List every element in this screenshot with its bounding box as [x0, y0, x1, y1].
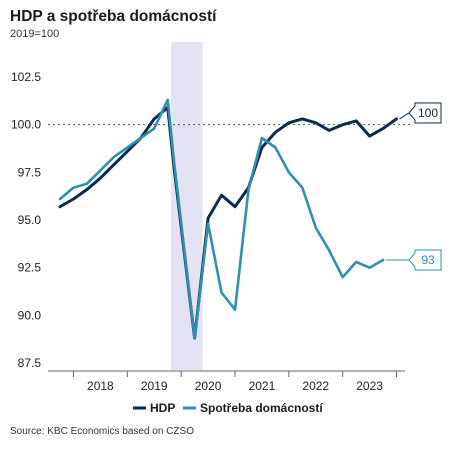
- y-tick-label: 90.0: [18, 308, 42, 322]
- y-tick-label: 92.5: [18, 261, 42, 275]
- end-label-hdp: 100: [418, 106, 438, 120]
- end-label-spotreba: 93: [421, 253, 435, 267]
- x-tick-label: 2018: [87, 379, 114, 393]
- chart-title: HDP a spotřeba domácností: [10, 8, 217, 25]
- y-tick-label: 95.0: [18, 213, 42, 227]
- x-tick-label: 2020: [195, 379, 222, 393]
- y-tick-label: 87.5: [18, 356, 42, 370]
- callout-box: [408, 249, 442, 271]
- callout-leader: [399, 112, 410, 120]
- legend-label: Spotřeba domácností: [200, 401, 323, 415]
- series-line-hdp: [58, 106, 398, 340]
- x-tick-label: 2021: [249, 379, 276, 393]
- y-tick-label: 100.0: [11, 118, 41, 132]
- chart-subtitle: 2019=100: [10, 28, 60, 40]
- source-note: Source: KBC Economics based on CZSO: [10, 426, 194, 437]
- x-tick-label: 2023: [356, 379, 383, 393]
- y-tick-label: 102.5: [11, 70, 41, 84]
- legend-label: HDP: [150, 401, 175, 415]
- y-tick-label: 97.5: [18, 165, 42, 179]
- x-tick-label: 2022: [302, 379, 329, 393]
- callout-box: [408, 102, 442, 124]
- x-tick-label: 2019: [141, 379, 168, 393]
- series-line-spotreba: [58, 98, 385, 340]
